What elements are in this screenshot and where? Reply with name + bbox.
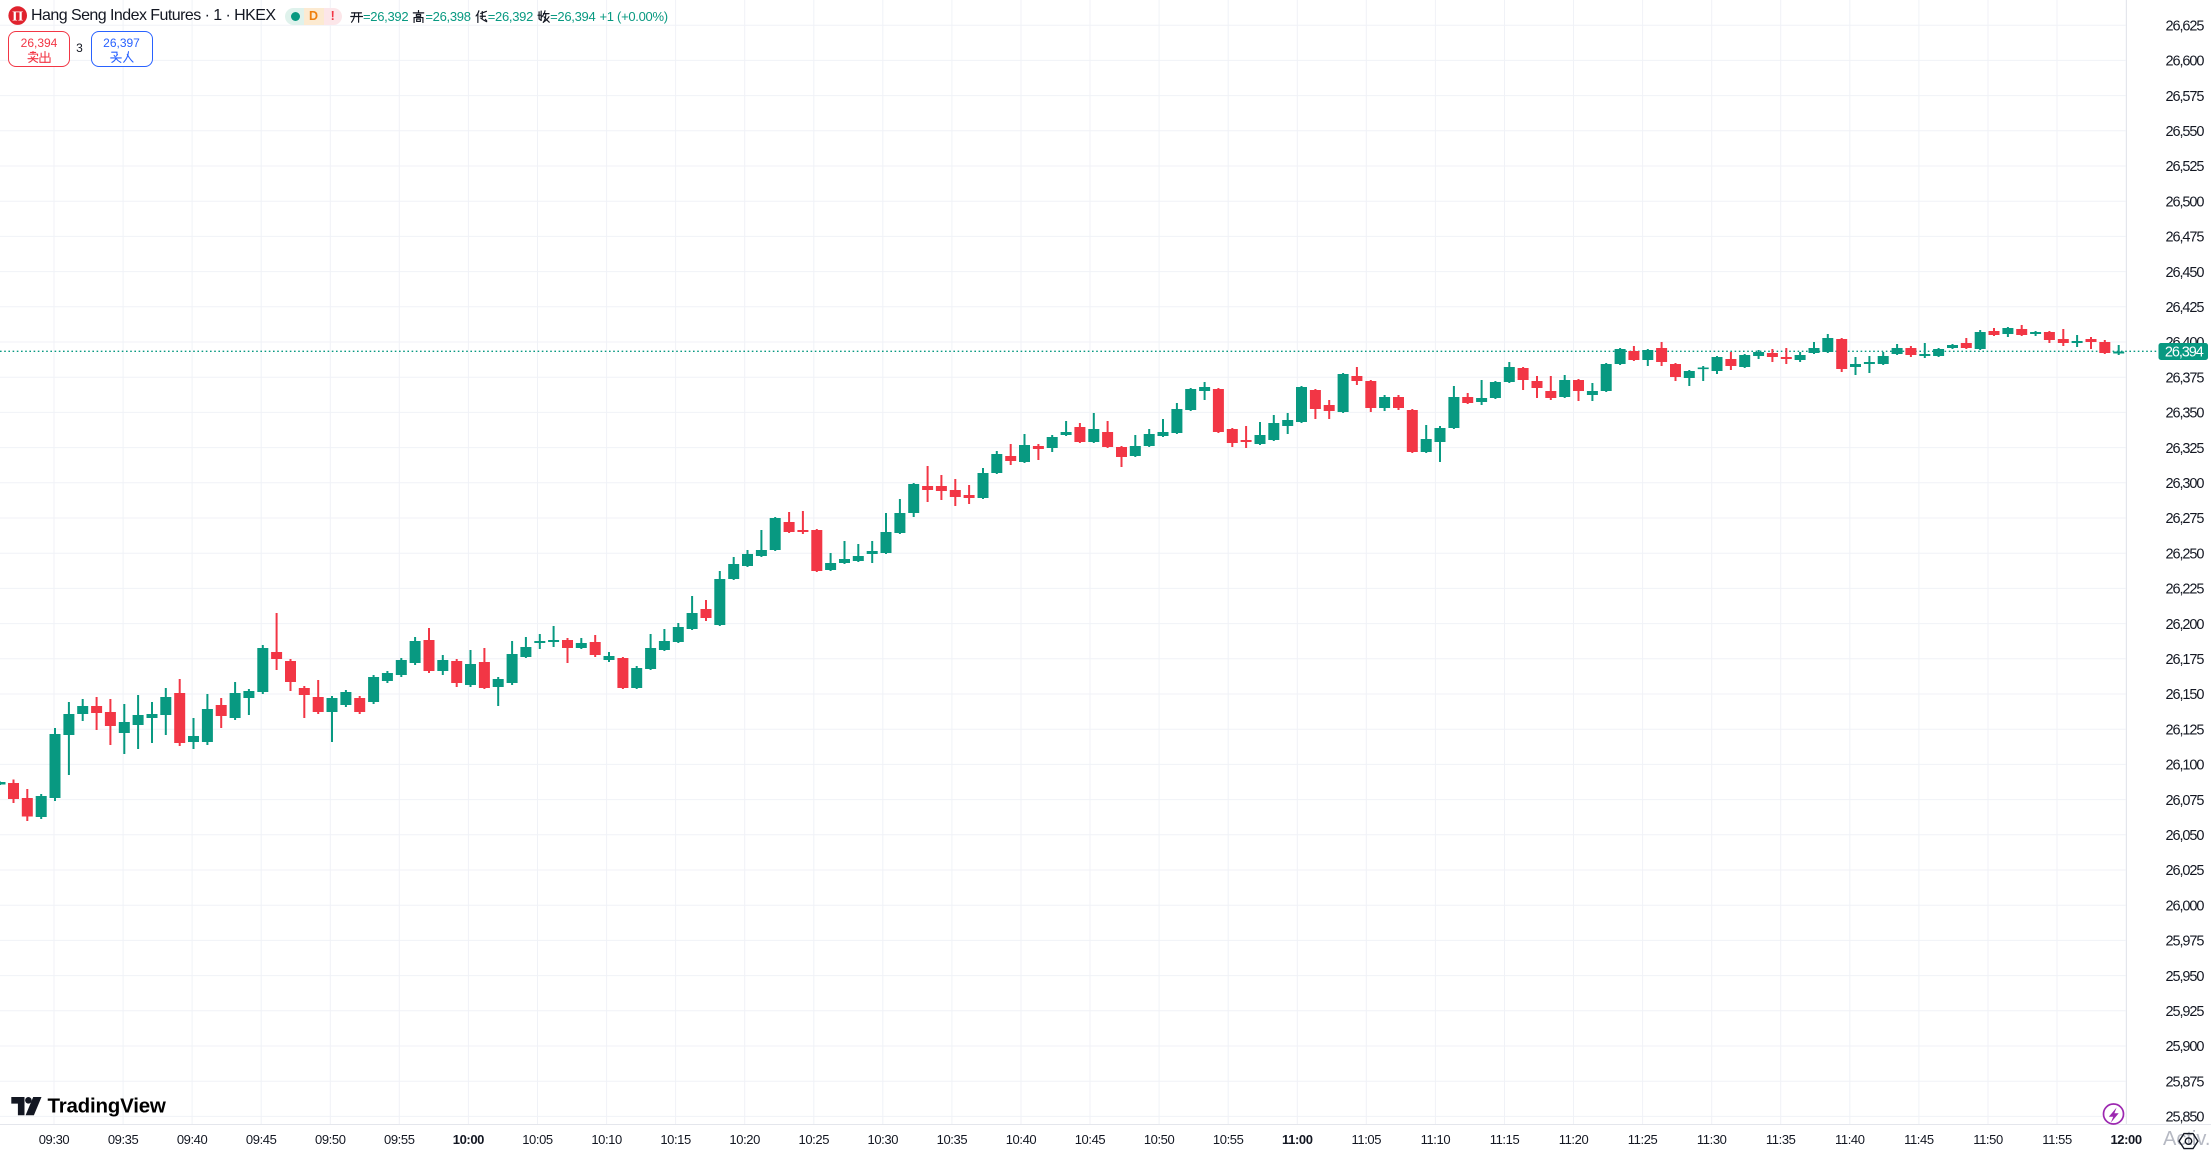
svg-text:26,375: 26,375 [2166,370,2205,386]
svg-text:10:20: 10:20 [729,1132,760,1147]
svg-text:26,025: 26,025 [2166,863,2205,879]
svg-text:26,500: 26,500 [2166,194,2205,210]
svg-text:09:40: 09:40 [177,1132,208,1147]
svg-text:09:30: 09:30 [39,1132,70,1147]
svg-text:11:10: 11:10 [1421,1132,1451,1147]
svg-text:11:25: 11:25 [1628,1132,1658,1147]
svg-text:11:05: 11:05 [1352,1132,1382,1147]
svg-text:09:50: 09:50 [315,1132,346,1147]
svg-text:26,575: 26,575 [2166,89,2205,105]
svg-text:26,550: 26,550 [2166,124,2205,140]
svg-text:26,350: 26,350 [2166,406,2205,422]
svg-text:26,150: 26,150 [2166,687,2205,703]
svg-text:11:35: 11:35 [1766,1132,1796,1147]
svg-text:10:00: 10:00 [453,1132,484,1147]
svg-text:25,875: 25,875 [2166,1074,2205,1090]
svg-text:26,225: 26,225 [2166,582,2205,598]
svg-text:11:45: 11:45 [1904,1132,1934,1147]
svg-text:Π: Π [12,9,23,24]
svg-text:26,525: 26,525 [2166,159,2205,175]
svg-text:25,850: 25,850 [2166,1110,2205,1126]
svg-text:10:05: 10:05 [522,1132,553,1147]
svg-text:26,425: 26,425 [2166,300,2205,316]
svg-text:26,050: 26,050 [2166,828,2205,844]
svg-text:09:35: 09:35 [108,1132,139,1147]
svg-text:11:00: 11:00 [1282,1132,1313,1147]
svg-text:TradingView: TradingView [48,1095,166,1118]
svg-text:12:00: 12:00 [2110,1132,2141,1147]
svg-text:26,125: 26,125 [2166,722,2205,738]
svg-text:11:30: 11:30 [1697,1132,1727,1147]
svg-text:11:20: 11:20 [1559,1132,1589,1147]
svg-text:10:30: 10:30 [868,1132,899,1147]
svg-text:09:55: 09:55 [384,1132,415,1147]
svg-text:10:15: 10:15 [660,1132,691,1147]
svg-text:10:40: 10:40 [1006,1132,1037,1147]
svg-text:11:15: 11:15 [1490,1132,1520,1147]
svg-text:26,625: 26,625 [2166,18,2205,34]
svg-text:11:55: 11:55 [2042,1132,2072,1147]
svg-text:26,475: 26,475 [2166,230,2205,246]
svg-text:26,600: 26,600 [2166,54,2205,70]
svg-text:09:45: 09:45 [246,1132,277,1147]
svg-text:26,100: 26,100 [2166,758,2205,774]
svg-text:10:55: 10:55 [1213,1132,1244,1147]
svg-text:26,200: 26,200 [2166,617,2205,633]
svg-text:26,450: 26,450 [2166,265,2205,281]
svg-text:26,075: 26,075 [2166,793,2205,809]
svg-text:26,325: 26,325 [2166,441,2205,457]
svg-text:10:35: 10:35 [937,1132,968,1147]
svg-text:10:50: 10:50 [1144,1132,1175,1147]
svg-text:25,975: 25,975 [2166,934,2205,950]
svg-text:25,950: 25,950 [2166,969,2205,985]
svg-text:11:50: 11:50 [1973,1132,2003,1147]
svg-text:25,900: 25,900 [2166,1039,2205,1055]
svg-text:26,275: 26,275 [2166,511,2205,527]
svg-text:26,175: 26,175 [2166,652,2205,668]
svg-text:26,394: 26,394 [2165,345,2204,361]
svg-text:26,250: 26,250 [2166,546,2205,562]
svg-text:10:25: 10:25 [799,1132,830,1147]
svg-text:26,300: 26,300 [2166,476,2205,492]
svg-text:11:40: 11:40 [1835,1132,1865,1147]
svg-text:25,925: 25,925 [2166,1004,2205,1020]
svg-text:10:45: 10:45 [1075,1132,1106,1147]
svg-text:26,000: 26,000 [2166,898,2205,914]
svg-text:10:10: 10:10 [591,1132,622,1147]
